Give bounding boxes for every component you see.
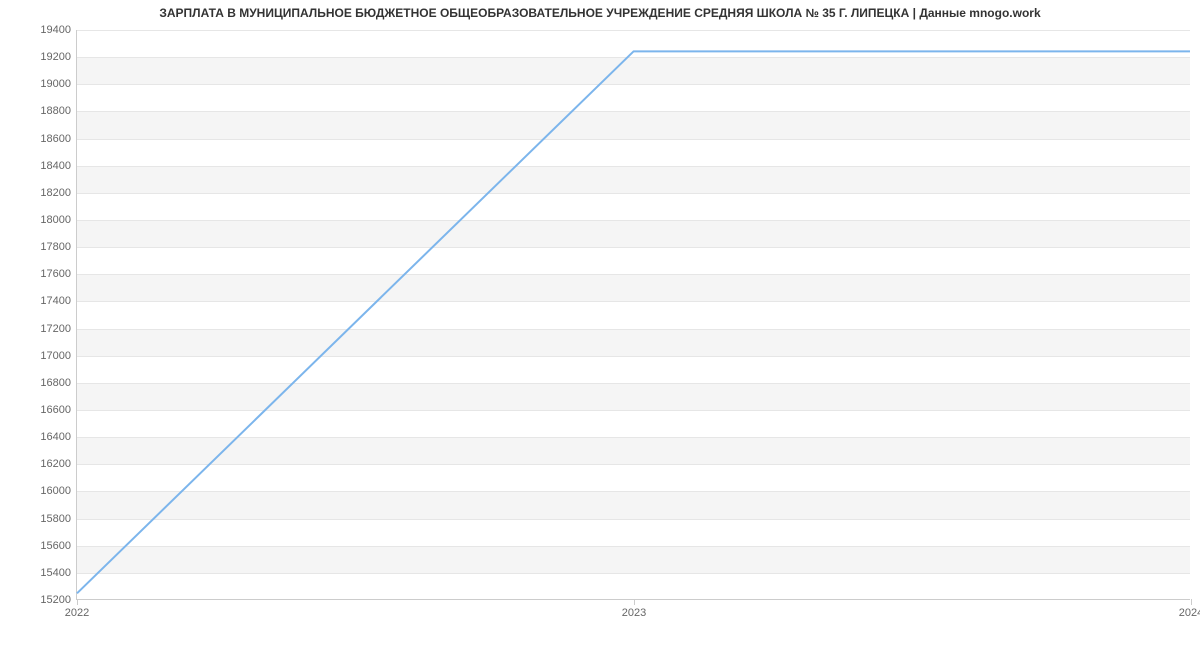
y-tick-label: 18600: [40, 133, 71, 145]
y-tick-label: 16200: [40, 458, 71, 470]
plot-area: 1520015400156001580016000162001640016600…: [76, 30, 1190, 600]
y-tick-label: 17800: [40, 241, 71, 253]
salary-line-chart: ЗАРПЛАТА В МУНИЦИПАЛЬНОЕ БЮДЖЕТНОЕ ОБЩЕО…: [0, 0, 1200, 650]
y-tick-label: 16600: [40, 404, 71, 416]
y-tick-label: 15400: [40, 567, 71, 579]
y-tick-label: 16400: [40, 431, 71, 443]
y-tick-label: 18400: [40, 160, 71, 172]
y-tick-label: 16000: [40, 485, 71, 497]
y-tick-label: 19400: [40, 24, 71, 36]
y-tick-label: 16800: [40, 377, 71, 389]
chart-title: ЗАРПЛАТА В МУНИЦИПАЛЬНОЕ БЮДЖЕТНОЕ ОБЩЕО…: [0, 6, 1200, 20]
y-tick-label: 15600: [40, 540, 71, 552]
line-layer: [77, 30, 1190, 599]
y-tick-label: 19000: [40, 78, 71, 90]
y-tick-label: 17400: [40, 295, 71, 307]
y-tick-label: 18800: [40, 105, 71, 117]
x-tick-mark: [77, 599, 78, 605]
y-tick-label: 17600: [40, 268, 71, 280]
x-tick-label: 2022: [65, 607, 89, 619]
y-tick-label: 18200: [40, 187, 71, 199]
y-tick-label: 17200: [40, 323, 71, 335]
y-tick-label: 18000: [40, 214, 71, 226]
y-tick-label: 15800: [40, 513, 71, 525]
x-tick-label: 2024: [1179, 607, 1200, 619]
y-tick-label: 15200: [40, 594, 71, 606]
y-tick-label: 17000: [40, 350, 71, 362]
x-tick-label: 2023: [622, 607, 646, 619]
y-tick-label: 19200: [40, 51, 71, 63]
x-tick-mark: [1191, 599, 1192, 605]
x-tick-mark: [634, 599, 635, 605]
series-line: [77, 51, 1190, 593]
